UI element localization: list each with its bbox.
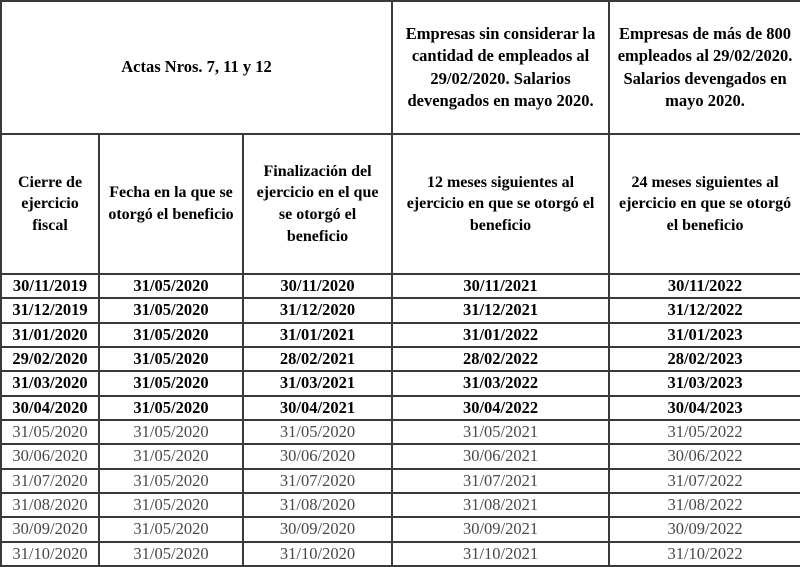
actas-header-cell: Actas Nros. 7, 11 y 12: [0, 0, 394, 135]
table-row: 31/07/2020 31/05/2020 31/07/2020 31/07/2021…: [0, 467, 800, 494]
table-row: 30/06/2020 31/05/2020 30/06/2020 30/06/2021…: [0, 443, 800, 470]
date-cell: 30/06/2022: [608, 443, 800, 470]
date-cell: 31/05/2022: [608, 418, 800, 446]
date-cell: 31/05/2020: [98, 540, 244, 567]
date-cell: 30/11/2021: [391, 272, 611, 300]
date-cell: 30/09/2020: [0, 516, 100, 543]
date-cell: 31/03/2023: [608, 370, 800, 397]
date-cell: 30/09/2022: [608, 516, 800, 543]
date-cell: 30/04/2022: [391, 394, 611, 421]
table-row: 29/02/2020 31/05/2020 28/02/2021 28/02/2022…: [0, 345, 800, 373]
date-cell: 30/11/2022: [608, 272, 800, 300]
column-header-fecha-otorgo: Fecha en la que se otorgó el beneficio: [98, 133, 244, 275]
date-cell: 30/06/2021: [391, 443, 611, 470]
date-cell: 31/10/2020: [0, 540, 100, 567]
date-cell: 31/10/2022: [608, 540, 800, 567]
top-header-row: Actas Nros. 7, 11 y 12 Empresas sin cons…: [0, 0, 800, 135]
date-cell: 31/05/2020: [98, 443, 244, 470]
date-cell: 31/03/2020: [0, 370, 100, 397]
date-cell: 31/05/2020: [98, 516, 244, 543]
date-cell: 31/01/2021: [241, 321, 394, 348]
date-cell: 31/12/2021: [391, 297, 611, 324]
date-cell: 31/05/2020: [98, 467, 244, 494]
table-row: 30/04/2020 31/05/2020 30/04/2021 30/04/2022…: [0, 394, 800, 421]
date-cell: 28/02/2022: [391, 345, 611, 373]
date-cell: 31/05/2020: [0, 418, 100, 446]
date-cell: 31/12/2022: [608, 297, 800, 324]
date-cell: 31/05/2020: [98, 272, 244, 300]
date-cell: 31/08/2020: [0, 491, 100, 519]
date-cell: 30/11/2020: [241, 272, 394, 300]
date-cell: 31/10/2021: [391, 540, 611, 567]
date-cell: 30/09/2020: [241, 516, 394, 543]
date-cell: 31/08/2021: [391, 491, 611, 519]
table-body: 30/11/2019 31/05/2020 30/11/2020 30/11/2021…: [0, 272, 800, 567]
date-cell: 30/04/2021: [241, 394, 394, 421]
table-row: 31/01/2020 31/05/2020 31/01/2021 31/01/2022…: [0, 321, 800, 348]
date-cell: 31/05/2020: [98, 418, 244, 446]
column-header-12-meses: 12 meses siguientes al ejercicio en que …: [391, 133, 611, 275]
date-cell: 28/02/2023: [608, 345, 800, 373]
date-cell: 28/02/2021: [241, 345, 394, 373]
date-cell: 31/08/2020: [241, 491, 394, 519]
date-cell: 30/09/2021: [391, 516, 611, 543]
column-header-cierre: Cierre de ejercicio fiscal: [0, 133, 100, 275]
date-cell: 31/01/2022: [391, 321, 611, 348]
date-cell: 31/05/2020: [98, 394, 244, 421]
table-row: 31/03/2020 31/05/2020 31/03/2021 31/03/2022…: [0, 370, 800, 397]
table-row: 31/05/2020 31/05/2020 31/05/2020 31/05/2021…: [0, 418, 800, 446]
date-cell: 29/02/2020: [0, 345, 100, 373]
column-header-24-meses: 24 meses siguientes al ejercicio en que …: [608, 133, 800, 275]
date-cell: 31/05/2020: [98, 345, 244, 373]
column-header-row: Cierre de ejercicio fiscal Fecha en la q…: [0, 133, 800, 275]
empresas-800-header-cell: Empresas de más de 800 empleados al 29/0…: [608, 0, 800, 135]
date-cell: 31/05/2020: [98, 321, 244, 348]
date-cell: 31/05/2020: [241, 418, 394, 446]
date-cell: 31/12/2019: [0, 297, 100, 324]
date-cell: 30/04/2020: [0, 394, 100, 421]
date-cell: 31/12/2020: [241, 297, 394, 324]
column-header-finalizacion: Finalización del ejercicio en el que se …: [241, 133, 394, 275]
date-cell: 30/06/2020: [0, 443, 100, 470]
date-cell: 31/01/2023: [608, 321, 800, 348]
table-row: 30/09/2020 31/05/2020 30/09/2020 30/09/2021…: [0, 516, 800, 543]
table-row: 31/12/2019 31/05/2020 31/12/2020 31/12/2021…: [0, 297, 800, 324]
date-cell: 31/01/2020: [0, 321, 100, 348]
date-cell: 31/08/2022: [608, 491, 800, 519]
date-cell: 31/10/2020: [241, 540, 394, 567]
date-cell: 30/04/2023: [608, 394, 800, 421]
date-cell: 31/05/2020: [98, 491, 244, 519]
date-cell: 31/05/2021: [391, 418, 611, 446]
date-cell: 31/05/2020: [98, 370, 244, 397]
date-cell: 31/07/2020: [241, 467, 394, 494]
table-row: 31/10/2020 31/05/2020 31/10/2020 31/10/2021…: [0, 540, 800, 567]
empresas-general-header-cell: Empresas sin considerar la cantidad de e…: [391, 0, 611, 135]
date-cell: 30/11/2019: [0, 272, 100, 300]
table-row: 31/08/2020 31/05/2020 31/08/2020 31/08/2021…: [0, 491, 800, 519]
date-cell: 31/07/2020: [0, 467, 100, 494]
date-cell: 31/03/2022: [391, 370, 611, 397]
date-cell: 30/06/2020: [241, 443, 394, 470]
date-cell: 31/05/2020: [98, 297, 244, 324]
date-cell: 31/07/2021: [391, 467, 611, 494]
table-row: 30/11/2019 31/05/2020 30/11/2020 30/11/2021…: [0, 272, 800, 300]
date-cell: 31/03/2021: [241, 370, 394, 397]
date-cell: 31/07/2022: [608, 467, 800, 494]
